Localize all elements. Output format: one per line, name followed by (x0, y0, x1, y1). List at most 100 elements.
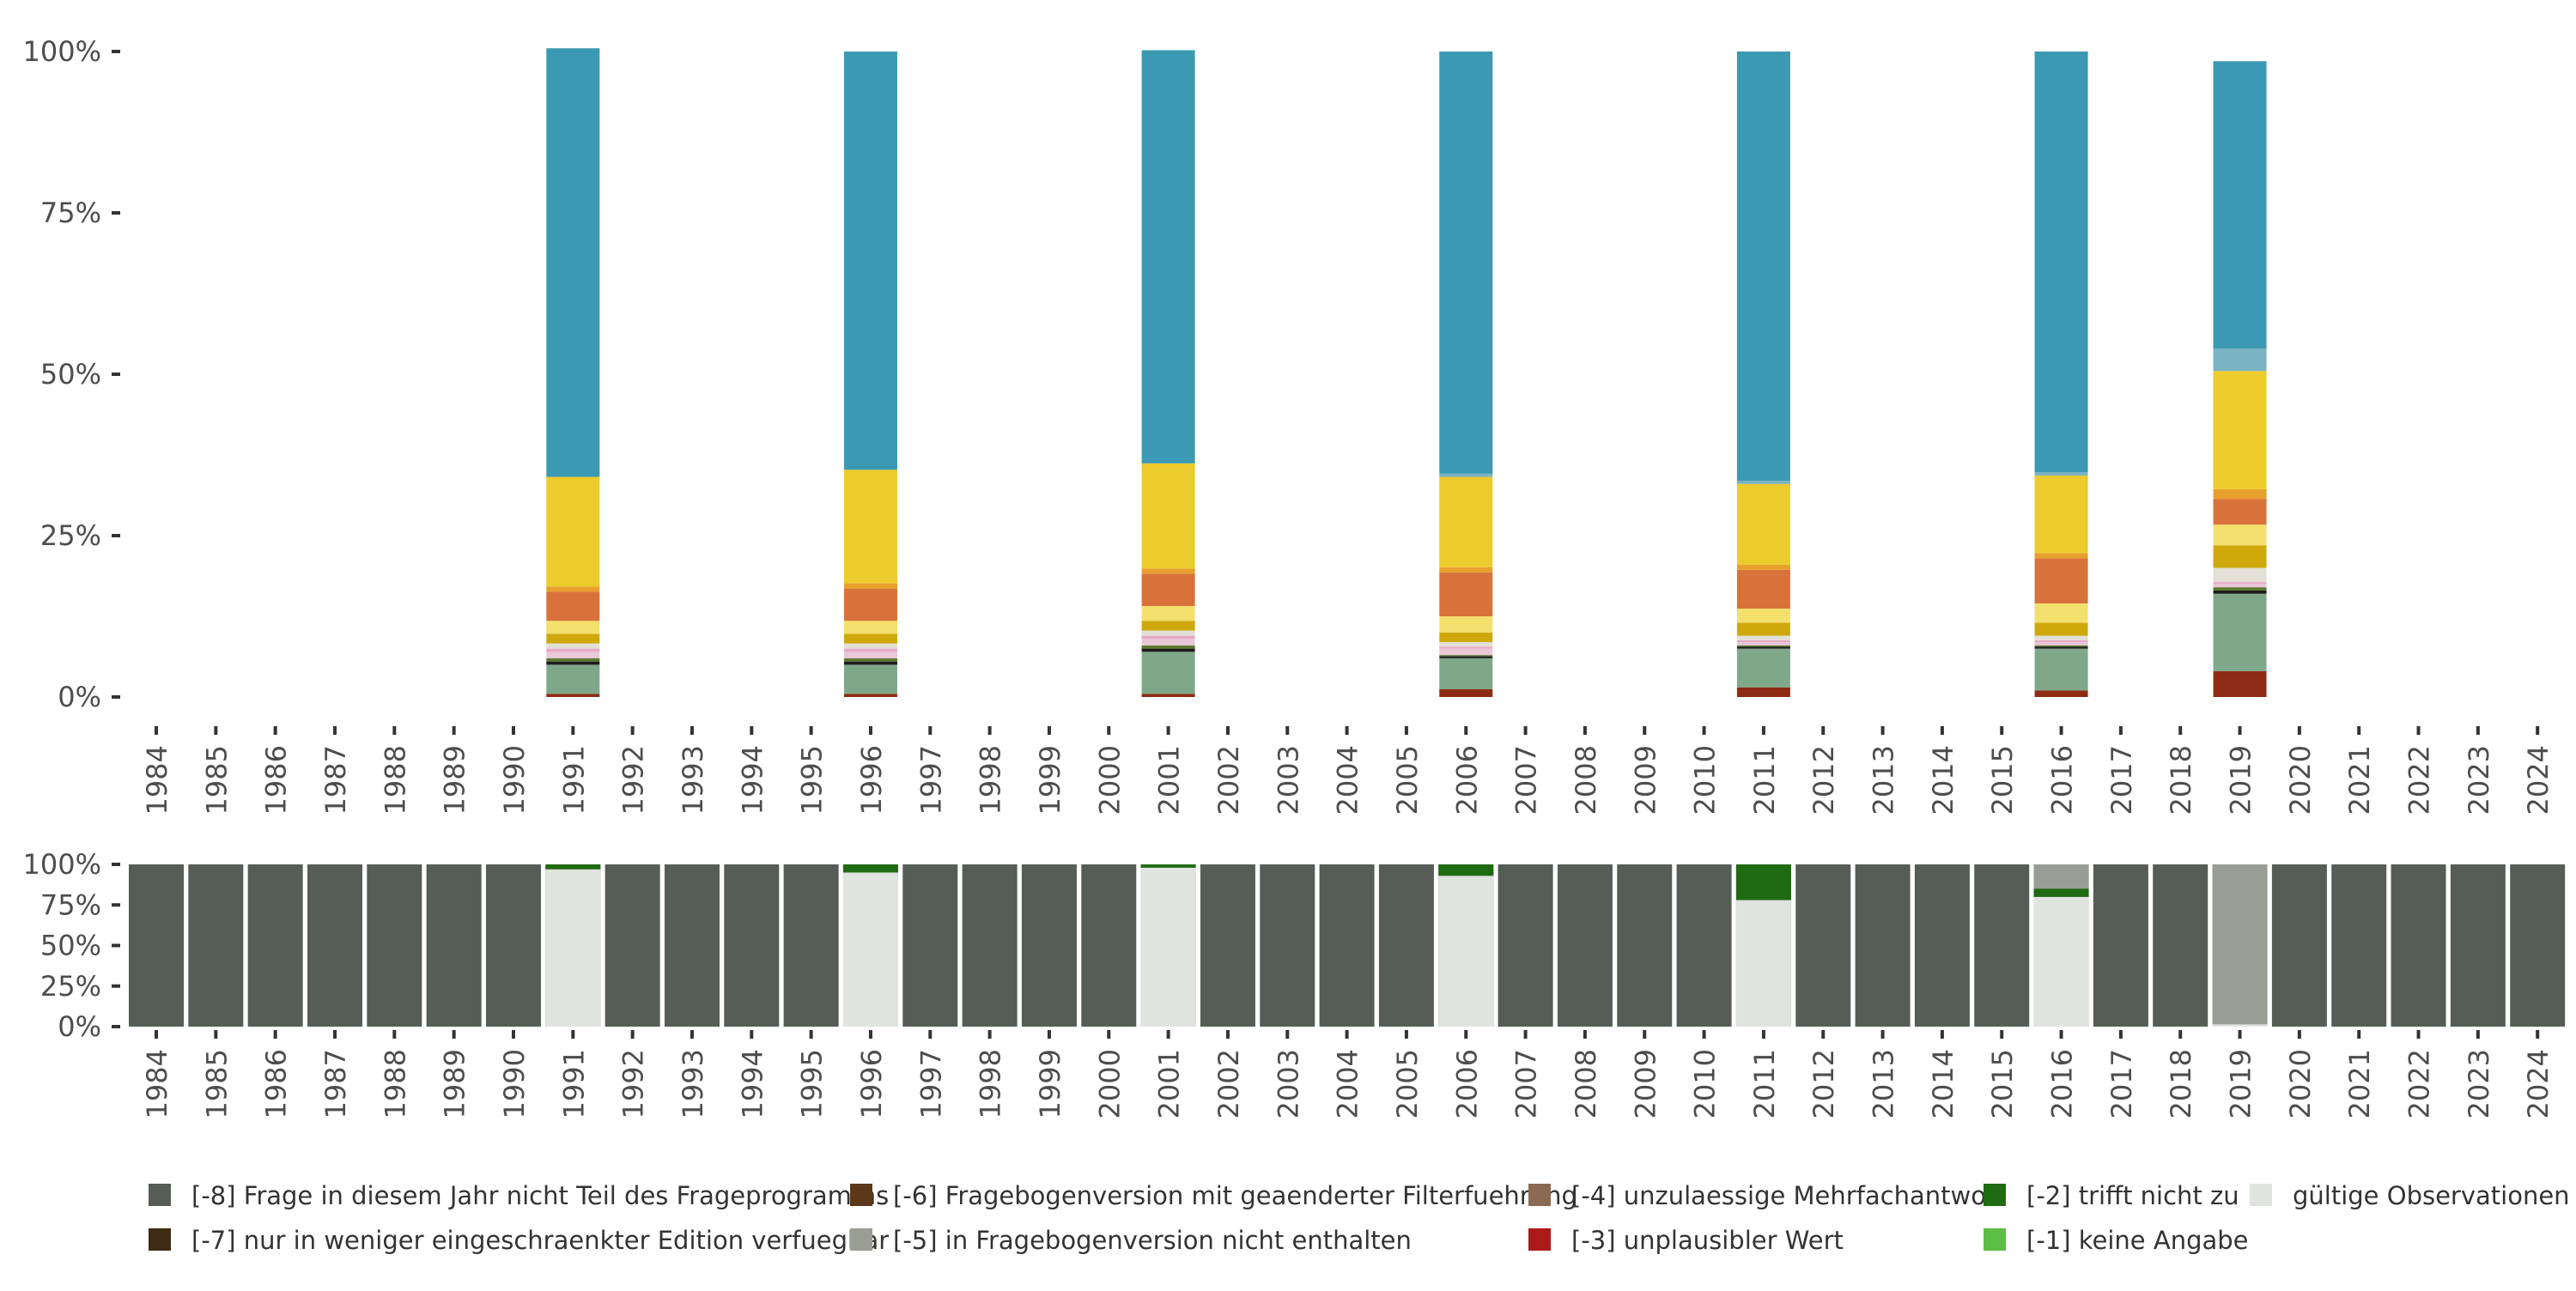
legend-label: [-5] in Fragebogenversion nicht enthalte… (893, 1226, 1412, 1255)
bottom-x-tick-label: 2000 (1093, 1049, 1126, 1118)
top-bar-segment-kat-08-2016 (2034, 622, 2088, 636)
legend-swatch (2250, 1184, 2272, 1206)
top-bar-segment-kat-07-2016 (2034, 635, 2088, 640)
legend-item: [-2] trifft nicht zu (1984, 1181, 2239, 1210)
bottom-bar-default-2005 (1378, 864, 1434, 1027)
top-x-tick-label: 2015 (1986, 745, 2019, 815)
top-x-tick-label: 2014 (1927, 745, 1959, 815)
top-x-tick-label: 1995 (796, 745, 829, 815)
bottom-bar-default-1986 (247, 864, 303, 1027)
top-bar-segment-kat-10-2006 (1439, 572, 1493, 616)
legend-swatch (1984, 1184, 2006, 1206)
bottom-bar-default-2003 (1260, 864, 1315, 1027)
top-bar-segment-kat-09-2016 (2034, 603, 2088, 623)
bottom-bar-segment-1996 (842, 864, 898, 873)
bottom-x-tick-label: 2015 (1986, 1049, 2019, 1118)
top-bar-segment-kat-08-1991 (546, 633, 600, 644)
top-bar-segment-kat-03-2016 (2034, 646, 2088, 649)
bottom-y-tick-label: 0% (58, 1010, 101, 1043)
legend-label: [-2] trifft nicht zu (2026, 1181, 2239, 1210)
top-x-tick-label: 1991 (557, 745, 590, 815)
top-x-tick-label: 1990 (498, 745, 531, 815)
top-x-tick-label: 1984 (141, 745, 173, 815)
bottom-bar-default-1993 (664, 864, 720, 1027)
top-x-tick-label: 2020 (2284, 745, 2317, 815)
top-bar-segment-kat-11-2016 (2034, 553, 2088, 559)
bottom-bar-default-2018 (2153, 864, 2208, 1027)
top-bar-segment-kat-07-2019 (2213, 567, 2267, 583)
bottom-chart-missing-share: 0% 25% 50% 75% 100% 1984 1985 1986 1987 1988 1989 1… (23, 848, 2566, 1118)
bottom-x-tick-label: 1998 (975, 1049, 1007, 1118)
top-x-tick-label: 2016 (2046, 745, 2079, 815)
bottom-bar-default-2013 (1855, 864, 1911, 1027)
top-bar-segment-kat-01-1991 (546, 694, 600, 697)
bottom-x-tick-label: 2021 (2343, 1049, 2376, 1118)
top-bar-segment-kat-03-2019 (2213, 590, 2267, 594)
top-x-tick-label: 2002 (1212, 745, 1245, 815)
bottom-bar-segment-2011 (1735, 900, 1791, 1027)
top-bar-segment-kat-06-2001 (1141, 635, 1195, 639)
legend-swatch (149, 1184, 171, 1206)
top-bar-segment-kat-07-1991 (546, 643, 600, 649)
top-bar-segment-kat-10-1996 (843, 588, 897, 621)
bottom-bar-default-2017 (2093, 864, 2148, 1027)
bottom-x-tick-label: 1994 (736, 1049, 769, 1118)
top-x-tick-label: 2006 (1450, 745, 1483, 815)
legend-swatch (149, 1228, 171, 1251)
top-bar-segment-kat-07-1996 (843, 643, 897, 649)
top-bar-segment-kat-13-2006 (1439, 473, 1493, 477)
top-bar-segment-kat-02-2011 (1736, 648, 1790, 688)
bottom-x-tick-label: 2014 (1927, 1049, 1959, 1118)
legend-label: [-8] Frage in diesem Jahr nicht Teil des… (191, 1181, 889, 1210)
top-bar-segment-kat-02-2001 (1141, 652, 1195, 694)
bottom-y-tick-label: 75% (40, 888, 101, 921)
top-bar-segment-kat-05-2001 (1141, 639, 1195, 646)
bottom-bar-default-1997 (902, 864, 958, 1027)
top-x-tick-label: 2005 (1391, 745, 1424, 815)
top-x-tick-label: 2003 (1272, 745, 1304, 815)
bottom-bar-segment-1996 (842, 872, 898, 1027)
legend-item: [-5] in Fragebogenversion nicht enthalte… (850, 1226, 1412, 1255)
legend-swatch (850, 1228, 872, 1251)
bottom-bar-default-2024 (2510, 864, 2566, 1027)
bottom-x-tick-label: 1996 (855, 1049, 888, 1118)
bottom-bar-segment-2001 (1140, 864, 1196, 868)
top-bar-segment-kat-11-1991 (546, 586, 600, 592)
top-x-tick-label: 1999 (1034, 745, 1066, 815)
top-x-tick-label: 1985 (200, 745, 233, 815)
top-bar-segment-kat-08-1996 (843, 633, 897, 644)
legend-label: [-4] unzulaessige Mehrfachantwort (1571, 1181, 2006, 1210)
bottom-x-tick-label: 2022 (2403, 1049, 2436, 1118)
top-bar-segment-kat-03-1991 (546, 661, 600, 665)
bottom-x-tick-label: 2016 (2046, 1049, 2079, 1118)
bottom-x-tick-label: 1991 (557, 1049, 590, 1118)
bottom-x-tick-label: 1993 (677, 1049, 709, 1118)
bottom-bar-segment-1991 (545, 869, 601, 1027)
top-bar-segment-kat-05-2019 (2213, 584, 2267, 588)
bottom-x-tick-label: 2003 (1272, 1049, 1304, 1118)
top-bar-segment-kat-03-2001 (1141, 648, 1195, 652)
bottom-bar-segment-2011 (1735, 864, 1791, 900)
top-bar-segment-kat-01-1996 (843, 694, 897, 697)
bottom-x-tick-label: 2020 (2284, 1049, 2317, 1118)
top-x-tick-label: 1993 (677, 745, 709, 815)
top-bar-segment-kat-10-2001 (1141, 573, 1195, 606)
top-bar-segment-kat-13-2016 (2034, 472, 2088, 476)
bottom-bar-default-2021 (2331, 864, 2387, 1027)
bottom-x-tick-label: 2012 (1807, 1049, 1840, 1118)
top-bar-segment-kat-09-2001 (1141, 605, 1195, 621)
top-bar-segment-kat-14-2019 (2213, 61, 2267, 349)
top-bar-segment-kat-01-2011 (1736, 687, 1790, 697)
top-bar-segment-kat-14-1996 (843, 52, 897, 470)
legend-item: [-4] unzulaessige Mehrfachantwort (1528, 1181, 2006, 1210)
bottom-bar-default-2002 (1200, 864, 1255, 1027)
top-x-tick-label: 2021 (2343, 745, 2376, 815)
bottom-bar-default-1995 (783, 864, 839, 1027)
bottom-bar-default-1985 (188, 864, 244, 1027)
legend-swatch (850, 1184, 872, 1206)
top-bar-segment-kat-02-2016 (2034, 648, 2088, 691)
top-x-tick-label: 2024 (2522, 745, 2555, 815)
top-bar-segment-kat-09-2011 (1736, 608, 1790, 623)
bottom-bar-segment-2016 (2033, 896, 2089, 1027)
top-y-tick-label: 0% (58, 681, 101, 713)
